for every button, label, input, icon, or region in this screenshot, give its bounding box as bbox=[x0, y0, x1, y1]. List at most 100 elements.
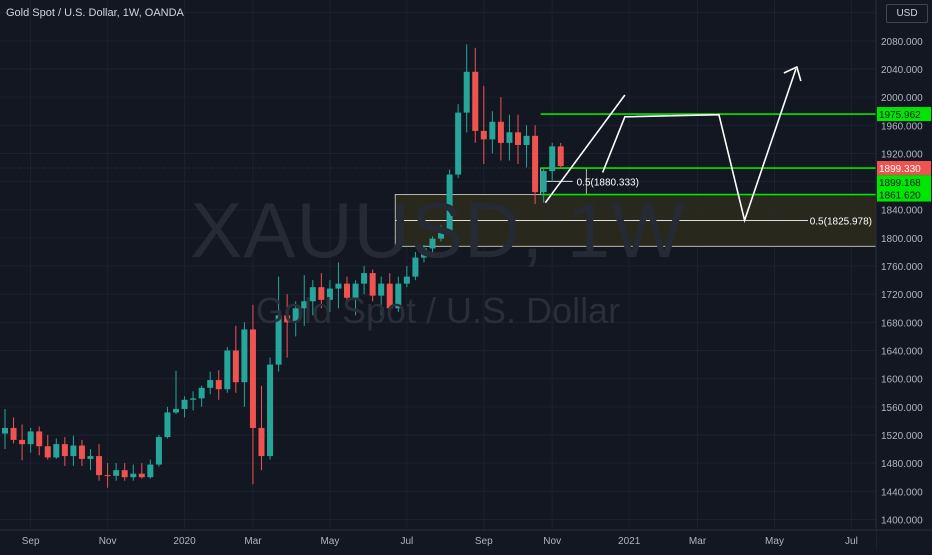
fib-zones: 0.5(1825.978) 0.5(1880.333) bbox=[394, 167, 877, 247]
level-price-label: 1975.962 bbox=[879, 110, 921, 121]
price-tick-label: 2000.000 bbox=[881, 93, 923, 104]
price-tick-label: 1720.000 bbox=[881, 290, 923, 301]
candle-body bbox=[155, 437, 162, 465]
candle-body bbox=[352, 283, 359, 298]
time-tick-label: 2020 bbox=[173, 536, 196, 547]
candle-body bbox=[361, 273, 368, 284]
level-price-tag bbox=[877, 175, 931, 190]
price-tick-label: 1400.000 bbox=[881, 515, 923, 526]
currency-button[interactable]: USD bbox=[886, 4, 928, 23]
candle-body bbox=[284, 315, 291, 323]
candle-body bbox=[369, 273, 376, 296]
candle-body bbox=[104, 475, 111, 477]
price-tick-label: 1600.000 bbox=[881, 375, 923, 386]
candle-body bbox=[309, 287, 316, 302]
candle-body bbox=[549, 146, 556, 172]
fib-label: 0.5(1825.978) bbox=[810, 216, 872, 227]
time-tick-label: May bbox=[320, 536, 339, 547]
candle-body bbox=[403, 276, 410, 284]
candle-body bbox=[446, 174, 453, 231]
time-tick-label: Nov bbox=[543, 536, 561, 547]
candle-body bbox=[267, 364, 274, 457]
candle-body bbox=[301, 301, 308, 309]
candle-body bbox=[429, 238, 436, 249]
projection-line-up bbox=[544, 94, 626, 204]
time-tick-label: May bbox=[765, 536, 784, 547]
candle-body bbox=[36, 431, 43, 447]
price-tick-label: 1760.000 bbox=[881, 262, 923, 273]
candle-body bbox=[232, 350, 239, 383]
level-price-tag bbox=[877, 107, 931, 122]
candle-body bbox=[472, 71, 479, 131]
candle-body bbox=[557, 146, 564, 167]
candle-body bbox=[121, 470, 128, 478]
price-axis-bg bbox=[876, 0, 932, 550]
candle-body bbox=[215, 380, 222, 390]
candle-body bbox=[164, 412, 171, 438]
candle-body bbox=[207, 380, 214, 388]
symbol-title[interactable]: Gold Spot / U.S. Dollar, 1W, OANDA bbox=[6, 7, 184, 19]
candle-body bbox=[395, 283, 402, 309]
candle-body bbox=[532, 135, 539, 193]
time-axis-bg bbox=[0, 530, 876, 550]
candle-body bbox=[249, 329, 256, 428]
current-price-tag bbox=[877, 160, 931, 175]
time-tick-label: Mar bbox=[689, 536, 707, 547]
candle-body bbox=[506, 132, 513, 143]
price-tick-label: 1680.000 bbox=[881, 318, 923, 329]
candle-body bbox=[147, 464, 154, 478]
level-price-label: 1899.168 bbox=[879, 178, 921, 189]
candle-body bbox=[61, 444, 68, 457]
price-tick-label: 1520.000 bbox=[881, 431, 923, 442]
candle-body bbox=[113, 470, 120, 476]
price-tick-label: 1480.000 bbox=[881, 459, 923, 470]
candle-body bbox=[224, 350, 231, 390]
candle-body bbox=[438, 230, 445, 239]
price-tick-label: 1800.000 bbox=[881, 234, 923, 245]
candle-body bbox=[523, 135, 530, 145]
candle-body bbox=[497, 121, 504, 143]
level-price-tag bbox=[877, 187, 931, 202]
candle-body bbox=[292, 308, 299, 323]
price-tick-label: 1640.000 bbox=[881, 347, 923, 358]
price-axis[interactable]: 2080.000 2040.000 2000.000 1960.000 1920.000… bbox=[875, 0, 932, 550]
current-price-label: 1899.330 bbox=[879, 164, 921, 175]
candle-body bbox=[53, 444, 60, 458]
candle-body bbox=[130, 473, 137, 478]
candle-body bbox=[78, 445, 85, 459]
candle-body bbox=[2, 427, 8, 434]
price-tick-label: 1560.000 bbox=[881, 403, 923, 414]
price-tick-label: 1840.000 bbox=[881, 206, 923, 217]
time-tick-label: Nov bbox=[99, 536, 117, 547]
price-tick-label: 1920.000 bbox=[881, 149, 923, 160]
candle-body bbox=[70, 445, 77, 457]
candle-body bbox=[420, 248, 427, 258]
fib-label: 0.5(1880.333) bbox=[577, 177, 639, 188]
price-tick-label: 1960.000 bbox=[881, 121, 923, 132]
time-axis[interactable]: Sep Nov 2020 Mar May Jul Sep Nov 2021 Mar May Jul bbox=[0, 529, 932, 550]
candle-body bbox=[173, 408, 179, 413]
candle-body bbox=[326, 288, 333, 300]
projection-drawings[interactable] bbox=[544, 65, 802, 224]
time-tick-label: Sep bbox=[22, 536, 40, 547]
candle-body bbox=[190, 398, 197, 400]
price-tick-label: 1440.000 bbox=[881, 487, 923, 498]
candle-body bbox=[181, 399, 188, 409]
candle-body bbox=[198, 387, 205, 399]
candle-body bbox=[480, 130, 487, 140]
candle-body bbox=[258, 427, 265, 457]
price-tick-label: 2080.000 bbox=[881, 37, 923, 48]
projection-zigzag bbox=[601, 68, 797, 224]
time-tick-label: Mar bbox=[244, 536, 262, 547]
candle-body bbox=[515, 132, 521, 145]
candle-body bbox=[489, 121, 496, 140]
candle-body bbox=[455, 112, 462, 175]
candle-body bbox=[44, 446, 51, 458]
candle-body bbox=[10, 427, 17, 440]
grid-lines bbox=[0, 0, 876, 530]
candle-body bbox=[378, 283, 385, 296]
candle-body bbox=[19, 439, 26, 445]
candle-body bbox=[87, 456, 94, 459]
